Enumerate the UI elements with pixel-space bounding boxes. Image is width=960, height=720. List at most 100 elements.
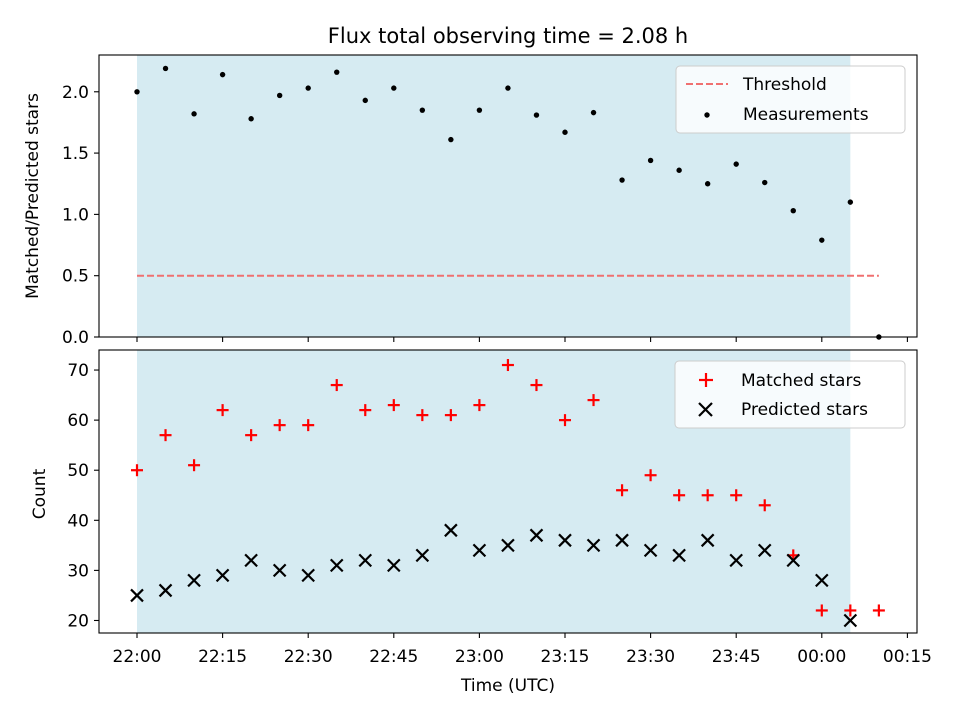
matched-stars-point (587, 394, 600, 407)
legend-predicted-label: Predicted stars (741, 400, 868, 420)
predicted-stars-point (501, 538, 515, 553)
matched-stars-point (416, 409, 429, 422)
x-tick-label: 23:30 (626, 647, 675, 667)
measurement-point (790, 208, 796, 214)
measurement-point (704, 181, 711, 187)
matched-stars-point (131, 464, 143, 477)
top-axes-frame (98, 54, 918, 338)
x-tick-label: 00:15 (883, 647, 932, 667)
bottom-panel: 20 30 40 50 60 70 22:00 22:15 22:30 22:45 23:00 23… (30, 349, 932, 696)
matched-stars-point (872, 604, 885, 617)
y-tick-label: 1.5 (62, 144, 89, 164)
y-tick-label: 30 (67, 561, 89, 581)
measurement-point (847, 199, 854, 205)
predicted-stars-point (387, 558, 401, 573)
top-legend: Threshold Measurements (675, 65, 906, 134)
predicted-stars-point (558, 533, 572, 548)
matched-stars-point (387, 399, 400, 412)
matched-stars-point (701, 489, 714, 502)
y-tick-label: 0.0 (62, 328, 89, 348)
matched-stars-point (302, 419, 315, 432)
top-chart-title: Flux total observing time = 2.08 h (328, 24, 688, 48)
matched-stars-point (644, 469, 657, 482)
y-tick-label: 1.0 (62, 205, 89, 225)
predicted-stars-point (444, 523, 458, 538)
measurement-point (362, 97, 368, 104)
measurement-point (419, 107, 426, 113)
x-tick-label: 23:15 (541, 647, 590, 667)
measurement-point (733, 161, 739, 167)
matched-stars-point (473, 399, 486, 412)
x-tick-label: 22:45 (369, 647, 418, 667)
legend-threshold-label: Threshold (742, 75, 827, 95)
measurement-point (819, 237, 825, 243)
measurement-point (590, 109, 597, 116)
measurement-point (391, 85, 397, 91)
top-y-axis-label: Matched/Predicted stars (23, 93, 43, 299)
measurement-point (476, 107, 483, 113)
measurement-point (505, 85, 511, 91)
matched-stars-point (188, 459, 201, 472)
predicted-stars-point (415, 548, 430, 563)
predicted-stars-point (815, 573, 829, 588)
matched-stars-point (758, 499, 771, 512)
matched-stars-point (673, 489, 686, 502)
matched-stars-point (444, 409, 457, 422)
top-panel: Flux total observing time = 2.08 h 0.0 0.… (23, 24, 918, 348)
predicted-stars-point (700, 533, 715, 548)
predicted-stars-point (643, 543, 658, 558)
predicted-stars-point (272, 563, 287, 578)
bottom-y-axis-label: Count (30, 468, 50, 519)
predicted-stars-point (244, 553, 258, 568)
y-tick-label: 40 (67, 511, 89, 531)
x-tick-label: 00:00 (797, 647, 846, 667)
predicted-stars-point (301, 568, 315, 583)
predicted-stars-point (586, 538, 601, 553)
measurement-point (162, 65, 169, 72)
y-tick-label: 20 (67, 611, 89, 631)
measurement-point (134, 89, 140, 95)
matched-stars-point (216, 404, 229, 417)
matched-stars-point (245, 429, 258, 442)
predicted-stars-point (529, 528, 544, 543)
legend-matched-swatch (699, 373, 713, 387)
x-axis-label: Time (UTC) (460, 676, 555, 696)
measurement-point (248, 116, 254, 122)
y-tick-label: 0.5 (62, 267, 89, 287)
legend-matched-label: Matched stars (741, 371, 861, 391)
predicted-stars-point (757, 543, 772, 558)
matched-stars-point (501, 359, 514, 372)
matched-stars-point (530, 379, 543, 392)
measurement-point (619, 177, 625, 183)
predicted-stars-point (215, 568, 230, 583)
measurement-point (676, 167, 682, 173)
bottom-legend: Matched stars Predicted stars (674, 360, 906, 429)
x-tick-label: 22:00 (113, 647, 162, 667)
predicted-stars-point (130, 588, 144, 603)
matched-stars-point (273, 419, 286, 432)
predicted-stars-point (158, 583, 173, 598)
measurement-point (762, 179, 768, 186)
x-tick-label: 23:45 (712, 647, 761, 667)
measurement-point (334, 69, 340, 75)
legend-measurements-label: Measurements (743, 105, 869, 125)
predicted-stars-point (187, 573, 201, 588)
matched-stars-point (730, 489, 743, 502)
x-tick-label: 23:00 (455, 647, 504, 667)
y-tick-label: 2.0 (62, 83, 89, 103)
predicted-stars-point (729, 553, 743, 568)
measurement-point (448, 136, 454, 143)
measurement-point (219, 71, 226, 78)
x-tick-label: 22:15 (198, 647, 247, 667)
bottom-axes-frame (98, 349, 918, 634)
predicted-stars-point (472, 543, 487, 558)
measurement-point (276, 92, 283, 99)
predicted-stars-point (615, 533, 629, 548)
legend-measurements-swatch (704, 112, 710, 118)
predicted-stars-point (786, 553, 801, 568)
matched-stars-point (359, 404, 372, 417)
matched-stars-point (815, 604, 828, 617)
predicted-stars-point (843, 613, 858, 628)
matched-stars-point (330, 379, 343, 392)
